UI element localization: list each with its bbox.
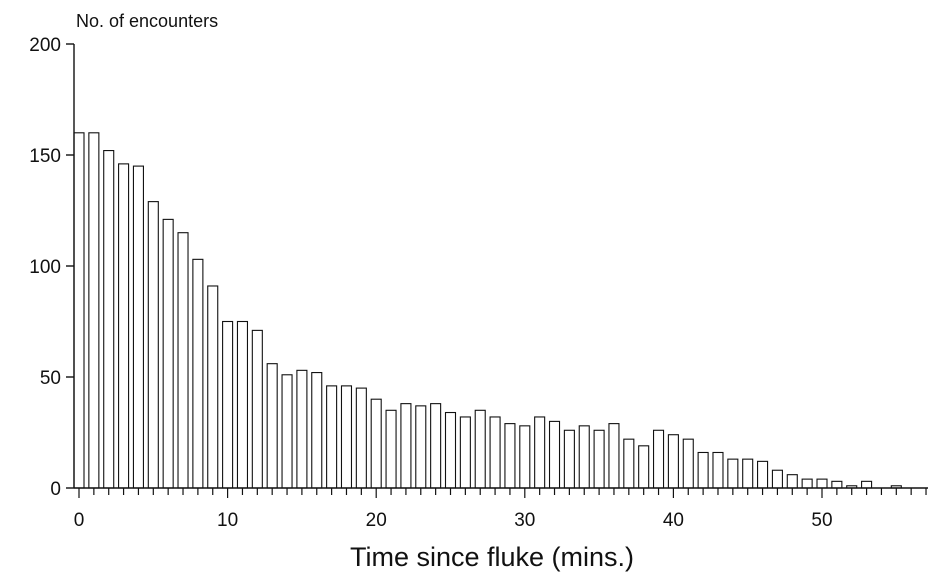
- bar: [786, 474, 798, 489]
- bar: [638, 445, 650, 489]
- bar: [400, 403, 412, 489]
- bar: [103, 150, 115, 489]
- bar: [519, 425, 531, 489]
- bar: [697, 451, 709, 489]
- bar: [563, 429, 575, 489]
- bar: [192, 258, 204, 489]
- bar: [459, 416, 471, 489]
- bar: [608, 423, 620, 489]
- bar: [727, 458, 739, 489]
- bar: [652, 429, 665, 489]
- y-tick-label: 50: [40, 368, 61, 389]
- bar: [578, 425, 590, 489]
- bar: [430, 403, 442, 489]
- bar: [712, 451, 724, 489]
- bar: [623, 438, 635, 489]
- x-tick-label: 30: [514, 510, 535, 531]
- bar: [222, 320, 234, 489]
- bar: [593, 429, 605, 489]
- bar: [370, 398, 382, 489]
- bar: [281, 374, 293, 489]
- bars-group: [73, 132, 902, 489]
- bar: [801, 478, 813, 489]
- bar: [504, 423, 516, 489]
- bar: [296, 369, 308, 489]
- bar: [415, 405, 427, 489]
- y-tick-label: 100: [29, 257, 61, 278]
- bar: [251, 329, 263, 489]
- bar: [861, 480, 873, 489]
- bar: [667, 434, 679, 489]
- bar: [207, 285, 219, 489]
- bar: [311, 372, 323, 489]
- bar: [88, 132, 100, 489]
- bar: [177, 232, 189, 489]
- bar: [147, 201, 159, 489]
- y-tick-label: 200: [29, 35, 61, 56]
- bar: [742, 458, 754, 489]
- x-ticks-group: 0 10 20 30 40 50: [74, 488, 927, 531]
- bar: [489, 416, 501, 489]
- x-tick-label: 50: [811, 510, 832, 531]
- y-tick-label: 0: [50, 479, 61, 500]
- bar: [355, 387, 367, 489]
- bar: [385, 409, 397, 489]
- bar: [118, 163, 130, 489]
- bar: [757, 460, 769, 489]
- bar: [816, 478, 828, 489]
- bar: [132, 165, 144, 489]
- x-axis-title: Time since fluke (mins.): [350, 542, 634, 572]
- y-tick-label: 150: [29, 146, 61, 167]
- x-tick-label: 0: [74, 510, 85, 531]
- y-axis-title: No. of encounters: [76, 11, 218, 31]
- x-tick-label: 20: [366, 510, 387, 531]
- bar: [73, 132, 85, 489]
- bar: [474, 409, 486, 489]
- x-tick-label: 40: [663, 510, 684, 531]
- bar: [162, 218, 174, 489]
- bar: [682, 438, 694, 489]
- bar: [548, 420, 561, 489]
- y-ticks-group: 0 50 100 150 200: [29, 35, 74, 500]
- bar: [444, 411, 457, 489]
- bar: [266, 363, 278, 489]
- x-tick-label: 10: [217, 510, 238, 531]
- bar: [326, 385, 338, 489]
- bar: [236, 320, 249, 489]
- bar: [340, 385, 353, 489]
- bar: [771, 469, 783, 489]
- bar: [534, 416, 546, 489]
- bar: [831, 480, 843, 489]
